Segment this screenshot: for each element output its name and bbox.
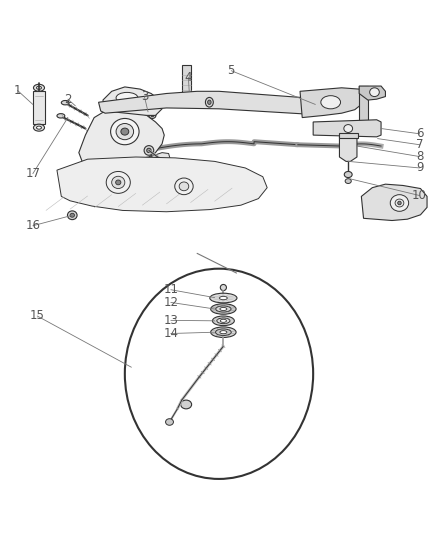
Text: 12: 12: [163, 296, 178, 309]
Ellipse shape: [61, 101, 69, 105]
Ellipse shape: [144, 146, 154, 155]
Ellipse shape: [179, 182, 189, 191]
Text: 2: 2: [64, 93, 72, 106]
Ellipse shape: [211, 304, 236, 314]
Polygon shape: [79, 109, 164, 172]
Polygon shape: [359, 86, 368, 126]
Ellipse shape: [151, 114, 154, 117]
Ellipse shape: [205, 98, 213, 107]
Ellipse shape: [116, 92, 138, 103]
Ellipse shape: [215, 329, 231, 335]
Ellipse shape: [211, 327, 236, 337]
Ellipse shape: [395, 199, 404, 207]
Ellipse shape: [175, 178, 193, 195]
Ellipse shape: [220, 330, 227, 334]
Ellipse shape: [220, 319, 226, 322]
Polygon shape: [57, 157, 267, 212]
Text: 4: 4: [184, 71, 192, 84]
Ellipse shape: [116, 124, 134, 140]
Text: 1: 1: [14, 84, 21, 97]
Ellipse shape: [149, 112, 156, 118]
Ellipse shape: [344, 172, 352, 177]
Polygon shape: [339, 133, 358, 138]
Ellipse shape: [166, 419, 173, 425]
Polygon shape: [339, 136, 357, 161]
Text: 3: 3: [141, 91, 148, 103]
Ellipse shape: [345, 179, 351, 183]
Ellipse shape: [390, 195, 409, 211]
Polygon shape: [361, 184, 427, 221]
Polygon shape: [300, 88, 364, 118]
Ellipse shape: [33, 124, 45, 131]
Ellipse shape: [220, 285, 226, 290]
Polygon shape: [359, 86, 385, 100]
Ellipse shape: [220, 308, 227, 311]
Ellipse shape: [116, 180, 121, 185]
Ellipse shape: [121, 128, 129, 135]
Ellipse shape: [398, 201, 401, 205]
Text: 11: 11: [163, 283, 178, 296]
Bar: [182, 65, 191, 102]
Polygon shape: [33, 91, 45, 124]
Text: 8: 8: [416, 150, 423, 163]
Ellipse shape: [70, 213, 74, 217]
Text: 14: 14: [163, 327, 178, 340]
Ellipse shape: [208, 100, 211, 104]
Text: 15: 15: [30, 310, 45, 322]
Ellipse shape: [170, 165, 180, 175]
Ellipse shape: [106, 172, 131, 193]
Ellipse shape: [110, 118, 139, 145]
Ellipse shape: [180, 400, 192, 409]
Text: 9: 9: [416, 161, 424, 174]
Ellipse shape: [212, 316, 234, 326]
Text: 5: 5: [228, 64, 235, 77]
Ellipse shape: [173, 168, 177, 172]
Text: 10: 10: [412, 189, 427, 202]
Ellipse shape: [125, 269, 313, 479]
Ellipse shape: [217, 318, 230, 324]
Ellipse shape: [67, 211, 77, 220]
Polygon shape: [85, 152, 171, 181]
Text: 6: 6: [416, 127, 424, 140]
Ellipse shape: [33, 84, 45, 91]
Ellipse shape: [57, 114, 65, 118]
Polygon shape: [103, 87, 162, 115]
Ellipse shape: [210, 293, 237, 303]
Ellipse shape: [139, 99, 154, 108]
Text: 13: 13: [163, 314, 178, 327]
Ellipse shape: [182, 100, 191, 105]
Polygon shape: [99, 91, 315, 114]
Polygon shape: [313, 120, 381, 137]
Ellipse shape: [219, 296, 227, 300]
Ellipse shape: [112, 176, 125, 189]
Ellipse shape: [147, 148, 151, 152]
Ellipse shape: [215, 306, 231, 312]
Ellipse shape: [36, 86, 42, 90]
Ellipse shape: [36, 126, 42, 129]
Ellipse shape: [321, 96, 341, 109]
Text: 17: 17: [25, 167, 40, 180]
Text: 16: 16: [25, 219, 40, 232]
Text: 7: 7: [416, 138, 424, 151]
Ellipse shape: [344, 125, 353, 133]
Ellipse shape: [370, 88, 379, 96]
